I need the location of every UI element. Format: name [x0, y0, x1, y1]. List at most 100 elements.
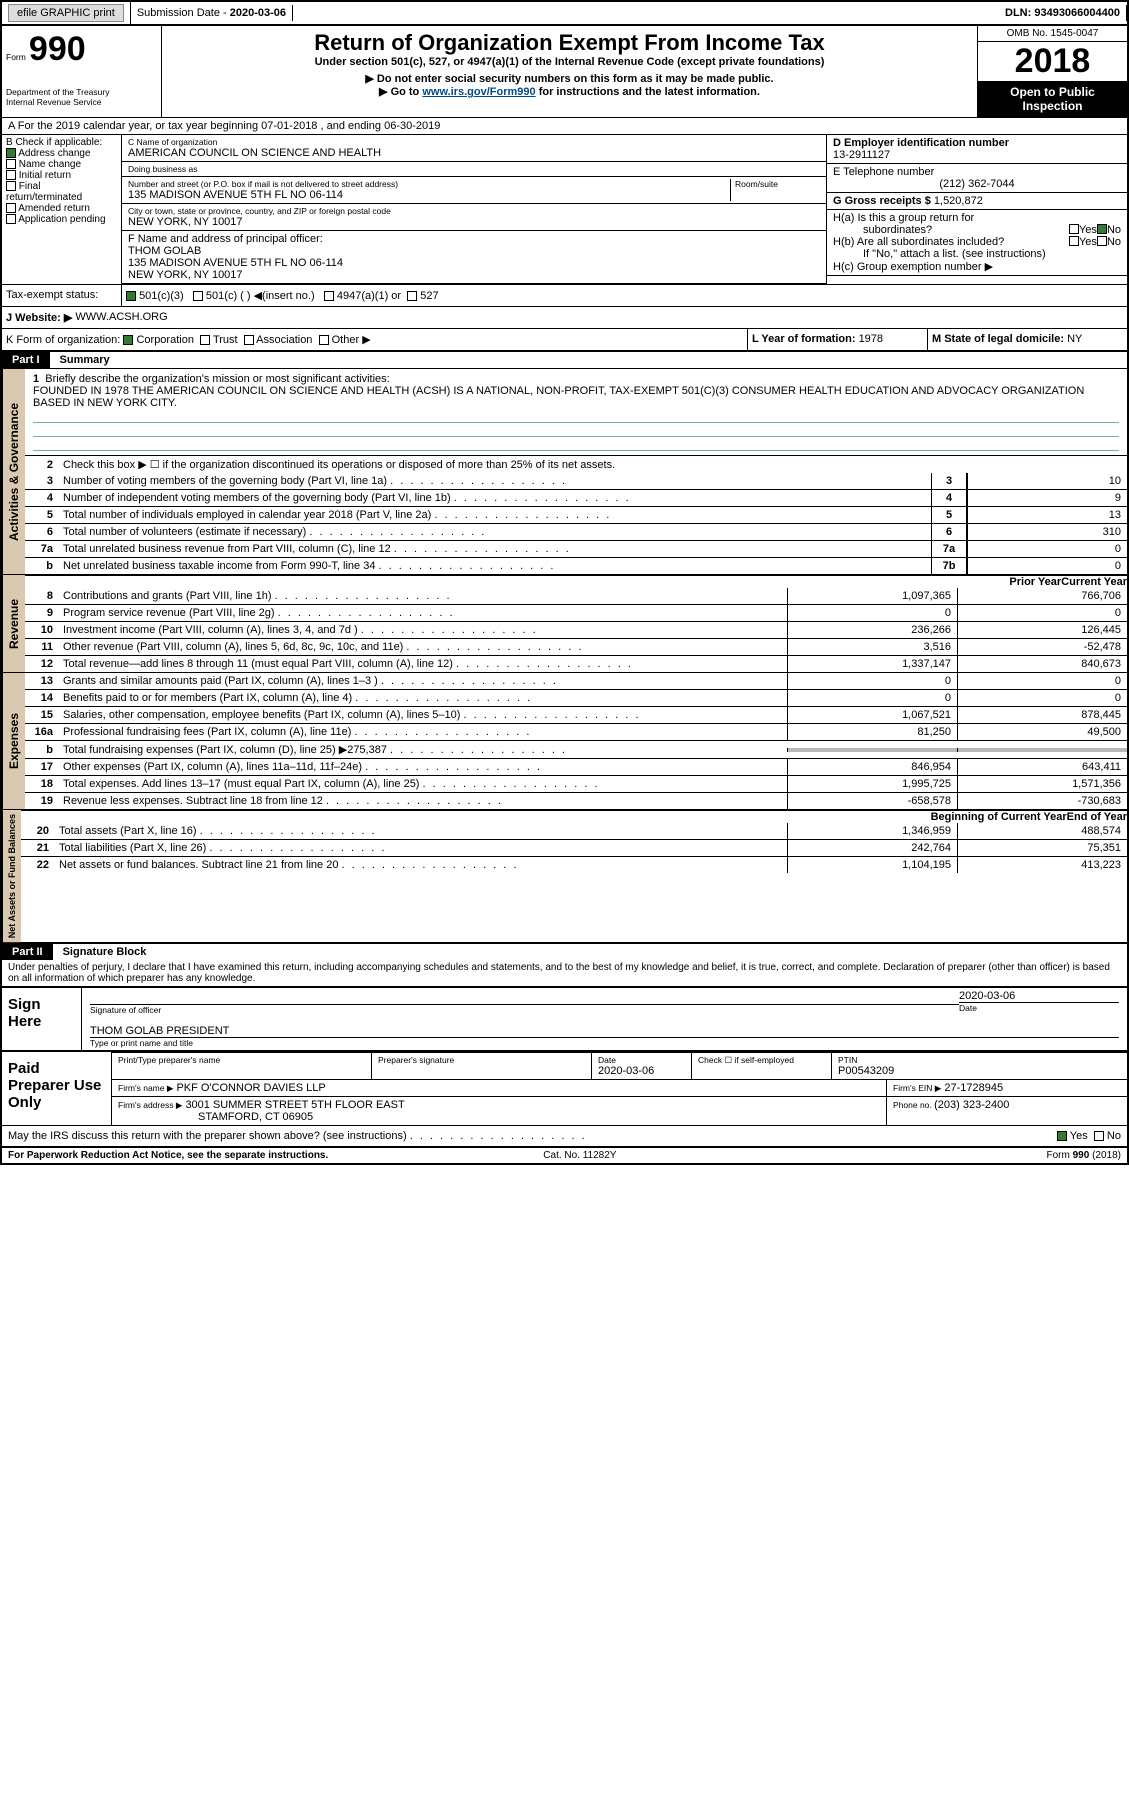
- summary-line: 5Total number of individuals employed in…: [25, 506, 1127, 523]
- note-ssn: ▶ Do not enter social security numbers o…: [365, 73, 773, 85]
- firm-ein: 27-1728945: [944, 1082, 1003, 1094]
- summary-line: 20Total assets (Part X, line 16) 1,346,9…: [21, 823, 1127, 839]
- website-value: WWW.ACSH.ORG: [75, 311, 167, 324]
- note-goto-suffix: for instructions and the latest informat…: [536, 86, 760, 98]
- sign-here-label: Sign Here: [2, 988, 82, 1050]
- chk-self-employed[interactable]: Check ☐ if self-employed: [698, 1055, 825, 1066]
- prep-sig-label: Preparer's signature: [378, 1055, 585, 1065]
- sig-date: 2020-03-06: [959, 990, 1119, 1002]
- street-address: 135 MADISON AVENUE 5TH FL NO 06-114: [128, 189, 730, 201]
- chk-ha-yes[interactable]: [1069, 224, 1079, 234]
- lbl-4947: 4947(a)(1) or: [337, 290, 401, 302]
- col-end-year: End of Year: [1067, 811, 1127, 823]
- website-label: J Website: ▶: [6, 311, 72, 324]
- chk-discuss-yes[interactable]: [1057, 1131, 1067, 1141]
- top-bar: efile GRAPHIC print Submission Date - 20…: [2, 2, 1127, 26]
- gross-receipts-value: 1,520,872: [934, 195, 983, 207]
- gross-receipts-label: G Gross receipts $: [833, 195, 934, 207]
- form-instructions-link[interactable]: www.irs.gov/Form990: [422, 86, 535, 98]
- firm-addr-label: Firm's address ▶: [118, 1100, 182, 1110]
- form-number: 990: [29, 30, 86, 68]
- officer-addr2: NEW YORK, NY 10017: [128, 269, 820, 281]
- form-label: Form: [6, 52, 26, 62]
- ha-label2: subordinates?: [863, 224, 932, 236]
- summary-line: 11Other revenue (Part VIII, column (A), …: [25, 638, 1127, 655]
- form-header: Form 990 Department of the Treasury Inte…: [2, 26, 1127, 117]
- section-label-netassets: Net Assets or Fund Balances: [2, 810, 21, 942]
- chk-application-pending[interactable]: [6, 214, 16, 224]
- chk-association[interactable]: [244, 335, 254, 345]
- chk-amended-return[interactable]: [6, 203, 16, 213]
- section-label-expenses: Expenses: [2, 673, 25, 809]
- chk-trust[interactable]: [200, 335, 210, 345]
- summary-line: 17Other expenses (Part IX, column (A), l…: [25, 758, 1127, 775]
- form-title: Return of Organization Exempt From Incom…: [170, 30, 969, 56]
- header-info-grid: B Check if applicable: Address change Na…: [2, 134, 1127, 284]
- page-footer: For Paperwork Reduction Act Notice, see …: [2, 1146, 1127, 1163]
- hc-label: H(c) Group exemption number ▶: [833, 260, 1121, 273]
- org-name-label: C Name of organization: [128, 137, 820, 147]
- summary-line: 7aTotal unrelated business revenue from …: [25, 540, 1127, 557]
- form-org-label: K Form of organization:: [6, 334, 120, 346]
- lbl-other: Other ▶: [332, 334, 371, 346]
- ein-value: 13-2911127: [833, 149, 1121, 161]
- summary-line: 9Program service revenue (Part VIII, lin…: [25, 604, 1127, 621]
- chk-discuss-no[interactable]: [1094, 1131, 1104, 1141]
- phone-label: E Telephone number: [833, 166, 1121, 178]
- chk-4947[interactable]: [324, 291, 334, 301]
- officer-typed-name: THOM GOLAB PRESIDENT: [90, 1025, 1119, 1037]
- dept-irs: Internal Revenue Service: [6, 97, 157, 107]
- footer-right: Form 990 (2018): [1047, 1150, 1121, 1161]
- prep-name-label: Print/Type preparer's name: [118, 1055, 365, 1065]
- phone-value: (212) 362-7044: [833, 178, 1121, 190]
- summary-line: 4Number of independent voting members of…: [25, 489, 1127, 506]
- tax-exempt-label: Tax-exempt status:: [6, 289, 98, 301]
- city-state-zip: NEW YORK, NY 10017: [128, 216, 820, 228]
- firm-name: PKF O'CONNOR DAVIES LLP: [176, 1082, 325, 1094]
- chk-initial-return[interactable]: [6, 170, 16, 180]
- tax-period-line: A For the 2019 calendar year, or tax yea…: [2, 117, 1127, 134]
- col-begin-year: Beginning of Current Year: [931, 811, 1067, 823]
- chk-hb-no[interactable]: [1097, 236, 1107, 246]
- perjury-declaration: Under penalties of perjury, I declare th…: [2, 960, 1127, 986]
- chk-corporation[interactable]: [123, 335, 133, 345]
- efile-print-button[interactable]: efile GRAPHIC print: [8, 4, 124, 22]
- form-990-page: efile GRAPHIC print Submission Date - 20…: [0, 0, 1129, 1165]
- lbl-application-pending: Application pending: [18, 214, 105, 225]
- summary-line: 21Total liabilities (Part X, line 26) 24…: [21, 839, 1127, 856]
- box-f-label: F Name and address of principal officer:: [128, 233, 820, 245]
- firm-phone-label: Phone no.: [893, 1100, 934, 1110]
- chk-name-change[interactable]: [6, 159, 16, 169]
- summary-line: 10Investment income (Part VIII, column (…: [25, 621, 1127, 638]
- lbl-amended-return: Amended return: [18, 203, 90, 214]
- officer-addr1: 135 MADISON AVENUE 5TH FL NO 06-114: [128, 257, 820, 269]
- part1-tag: Part I: [2, 352, 50, 368]
- chk-501c3[interactable]: [126, 291, 136, 301]
- chk-527[interactable]: [407, 291, 417, 301]
- officer-typed-label: Type or print name and title: [90, 1038, 1119, 1048]
- chk-other[interactable]: [319, 335, 329, 345]
- chk-final-return[interactable]: [6, 181, 16, 191]
- sig-officer-label: Signature of officer: [90, 1005, 959, 1015]
- state-domicile-label: M State of legal domicile:: [932, 333, 1067, 345]
- summary-line: 8Contributions and grants (Part VIII, li…: [25, 588, 1127, 604]
- chk-501c[interactable]: [193, 291, 203, 301]
- section-label-activities: Activities & Governance: [2, 369, 25, 574]
- chk-hb-yes[interactable]: [1069, 236, 1079, 246]
- section-label-revenue: Revenue: [2, 575, 25, 672]
- chk-address-change[interactable]: [6, 148, 16, 158]
- box-b-applicable: B Check if applicable: Address change Na…: [2, 135, 122, 284]
- open-public-inspection: Open to Public Inspection: [978, 81, 1127, 117]
- sign-here-block: Sign Here Signature of officer 2020-03-0…: [2, 986, 1127, 1050]
- prep-date: 2020-03-06: [598, 1065, 685, 1077]
- dept-treasury: Department of the Treasury: [6, 87, 157, 97]
- chk-ha-no[interactable]: [1097, 224, 1107, 234]
- firm-addr1: 3001 SUMMER STREET 5TH FLOOR EAST: [185, 1099, 404, 1111]
- lbl-501c: 501(c) ( ) ◀(insert no.): [206, 290, 315, 302]
- footer-left: For Paperwork Reduction Act Notice, see …: [8, 1150, 328, 1161]
- omb-number: OMB No. 1545-0047: [978, 26, 1127, 42]
- ein-label: D Employer identification number: [833, 137, 1121, 149]
- ptin-value: P00543209: [838, 1065, 1121, 1077]
- hb-note: If "No," attach a list. (see instruction…: [833, 248, 1121, 260]
- officer-name: THOM GOLAB: [128, 245, 820, 257]
